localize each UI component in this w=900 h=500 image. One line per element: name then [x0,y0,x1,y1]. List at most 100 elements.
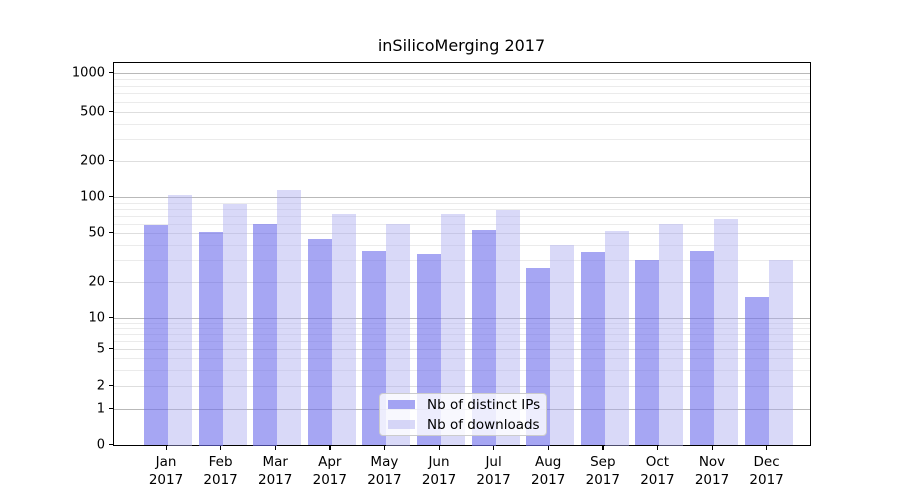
gridline-y-30 [114,260,810,262]
bar-ips-sep [580,252,605,446]
xtick-mark-nov [711,445,713,450]
ytick-label-1000: 1000 [71,65,105,80]
bar-ips-jan [144,225,168,446]
ytick-mark-20 [109,280,113,282]
bar-downloads-sep [604,231,629,446]
xtick-mark-may [383,445,386,450]
gridline-y-80 [114,208,810,210]
xtick-mark-jan [165,445,167,450]
legend-label-downloads: Nb of downloads [427,416,540,433]
xtick-label-oct: Oct 2017 [640,454,675,489]
legend-swatch-downloads [388,420,415,429]
ytick-label-100: 100 [80,189,105,204]
bar-downloads-feb [222,203,247,446]
ytick-mark-5 [109,347,113,349]
bar-ips-nov [690,250,714,446]
xtick-mark-sep [602,445,604,450]
ytick-mark-1 [109,407,113,409]
gridline-y-8 [114,328,810,329]
bar-downloads-oct [659,223,684,446]
ytick-mark-1000 [109,71,113,73]
xtick-label-aug: Aug 2017 [531,454,566,489]
bar-ips-dec [744,296,769,446]
ytick-label-2: 2 [96,378,105,393]
ytick-label-200: 200 [80,153,105,168]
chart-title: inSilicoMerging 2017 [377,36,546,55]
gridline-y-900 [114,78,810,80]
xtick-label-mar: Mar 2017 [258,454,293,489]
xtick-label-may: May 2017 [367,454,402,489]
gridline-y-20 [114,282,810,283]
xtick-mark-mar [274,445,276,450]
legend-item-distinct-ips: Nb of distinct IPs [388,396,541,413]
xtick-mark-dec [766,445,768,450]
xtick-mark-jul [493,445,495,450]
bar-downloads-aug [550,244,575,446]
xtick-mark-jun [438,445,440,450]
bar-downloads-dec [768,260,793,446]
xtick-label-feb: Feb 2017 [203,454,238,489]
gridline-y-90 [114,202,810,204]
legend-label-ips: Nb of distinct IPs [427,396,541,413]
plot-area: Nb of distinct IPs Nb of downloads [113,62,811,446]
gridline-y-9 [114,322,810,324]
gridline-y-50 [114,233,810,234]
legend: Nb of distinct IPs Nb of downloads [379,393,547,436]
gridline-y-2 [114,386,810,387]
gridline-y-60 [114,223,810,225]
bar-ips-oct [635,260,660,446]
ytick-label-10: 10 [88,310,105,325]
bar-ips-apr [307,238,332,446]
gridline-y-200 [114,161,810,162]
gridline-y-7 [114,334,810,335]
bar-ips-feb [198,232,223,446]
ytick-label-500: 500 [80,104,105,119]
ytick-mark-0 [109,443,113,445]
xtick-label-sep: Sep 2017 [585,454,620,489]
bar-ips-mar [253,223,278,446]
gridline-y-1000 [114,73,810,74]
xtick-mark-apr [329,445,331,450]
ytick-label-50: 50 [88,225,105,240]
ytick-mark-500 [109,110,113,112]
xtick-label-jun: Jun 2017 [421,454,457,489]
ytick-label-1: 1 [96,401,105,416]
legend-swatch-ips [388,400,415,409]
ytick-mark-200 [109,159,113,161]
gridline-y-600 [114,101,810,103]
gridline-y-300 [114,139,810,141]
bar-downloads-mar [277,190,302,446]
gridline-y-10 [114,318,810,319]
xtick-label-apr: Apr 2017 [312,454,347,489]
ytick-label-5: 5 [96,341,105,356]
gridline-y-400 [114,123,810,125]
gridline-y-5 [114,349,810,350]
gridline-y-100 [114,197,810,198]
xtick-mark-oct [656,445,659,450]
legend-item-downloads: Nb of downloads [388,416,540,433]
ytick-mark-50 [109,231,113,233]
ytick-mark-10 [109,316,113,318]
gridline-y-3 [114,369,810,371]
xtick-label-nov: Nov 2017 [694,454,730,489]
ytick-mark-2 [109,384,113,386]
gridline-y-4 [114,358,810,359]
gridline-y-800 [114,85,810,87]
xtick-mark-feb [220,445,222,450]
bar-downloads-jan [168,195,192,446]
xtick-label-jul: Jul 2017 [476,454,511,489]
xtick-label-dec: Dec 2017 [749,454,784,489]
gridline-y-70 [114,215,810,217]
xtick-mark-aug [547,445,549,450]
ytick-label-20: 20 [88,274,105,289]
ytick-label-0: 0 [96,437,105,452]
gridline-y-40 [114,244,810,246]
gridline-y-500 [114,112,810,113]
bar-downloads-nov [714,219,738,446]
ytick-mark-100 [109,195,113,197]
xtick-label-jan: Jan 2017 [148,454,184,489]
gridline-y-6 [114,340,810,342]
gridline-y-700 [114,93,810,95]
bar-downloads-apr [331,214,356,446]
